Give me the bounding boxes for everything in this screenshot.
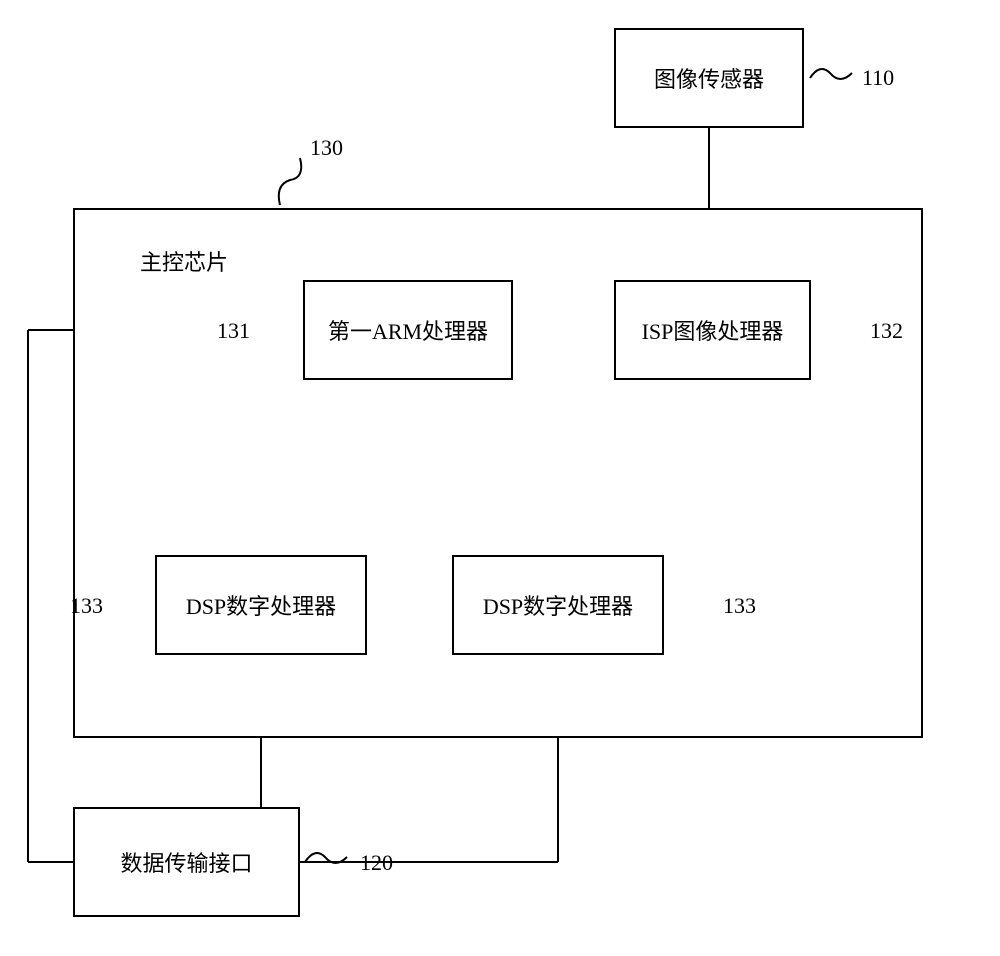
ref-120: 120 bbox=[360, 850, 393, 876]
image-sensor-label: 图像传感器 bbox=[654, 62, 764, 94]
isp-processor-node: ISP图像处理器 bbox=[614, 280, 811, 380]
image-sensor-node: 图像传感器 bbox=[614, 28, 804, 128]
dsp-left-label: DSP数字处理器 bbox=[186, 589, 336, 621]
ref-133-right: 133 bbox=[723, 593, 756, 619]
ref-130: 130 bbox=[310, 135, 343, 161]
ref-131: 131 bbox=[217, 318, 250, 344]
diagram-container: 图像传感器 110 主控芯片 130 第一ARM处理器 131 ISP图像处理器… bbox=[0, 0, 1000, 956]
arm-processor-label: 第一ARM处理器 bbox=[328, 314, 488, 346]
dsp-right-label: DSP数字处理器 bbox=[483, 589, 633, 621]
ref-133-left: 133 bbox=[70, 593, 103, 619]
data-interface-node: 数据传输接口 bbox=[73, 807, 300, 917]
ref-132: 132 bbox=[870, 318, 903, 344]
ref-110: 110 bbox=[862, 65, 894, 91]
data-interface-label: 数据传输接口 bbox=[120, 846, 252, 878]
isp-processor-label: ISP图像处理器 bbox=[642, 314, 784, 346]
main-chip-label: 主控芯片 bbox=[140, 245, 228, 277]
dsp-right-node: DSP数字处理器 bbox=[452, 555, 664, 655]
dsp-left-node: DSP数字处理器 bbox=[155, 555, 367, 655]
arm-processor-node: 第一ARM处理器 bbox=[303, 280, 513, 380]
